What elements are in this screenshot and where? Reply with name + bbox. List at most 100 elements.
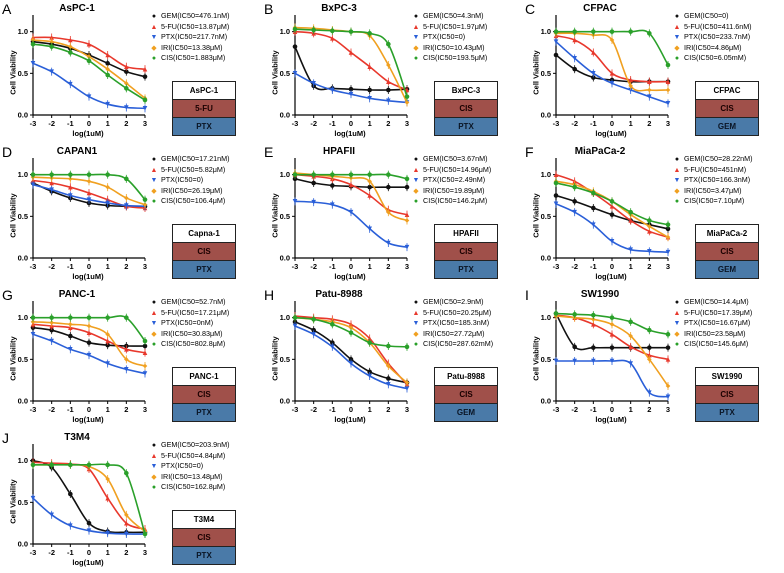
data-point (609, 358, 615, 364)
y-tick-label: 0.5 (541, 69, 551, 78)
x-tick-label: -2 (571, 262, 578, 271)
data-point (367, 87, 372, 93)
legend-label: PTX(IC50=217.7nM) (161, 32, 228, 42)
data-point (105, 172, 110, 177)
data-point (142, 343, 148, 349)
data-point (30, 315, 36, 320)
legend-entry: ◆ IRI(IC50=30.83μM) (150, 329, 258, 340)
x-tick-label: -1 (67, 548, 74, 557)
x-tick-label: -2 (310, 405, 317, 414)
data-point (404, 212, 410, 217)
data-point (68, 315, 73, 320)
data-point (30, 332, 36, 337)
legend-marker: ● (674, 299, 680, 306)
x-axis-label: log(1uM) (334, 129, 366, 138)
x-tick-label: -1 (67, 405, 74, 414)
legend-marker: ● (674, 13, 680, 20)
data-point (49, 44, 54, 49)
data-point (665, 62, 671, 68)
data-point (665, 79, 671, 84)
legend-label: GEM(IC50=4.3nM) (423, 11, 484, 20)
x-tick-label: 0 (349, 119, 353, 128)
legend-entry: ◆ IRI(IC50=4.86μM) (673, 43, 781, 54)
data-point (86, 330, 92, 335)
x-tick-label: -1 (590, 262, 597, 271)
panel-letter: A (2, 1, 12, 17)
x-tick-label: 2 (386, 262, 390, 271)
legend-entry: ● GEM(IC50=476.1nM) (150, 11, 258, 22)
data-point (330, 36, 335, 41)
legend-entry: ● CIS(IC50=193.5μM) (412, 53, 520, 64)
legend-entry: ◆ IRI(IC50=10.43μM) (412, 43, 520, 54)
cell-line-name: MiaPaCa-2 (696, 225, 758, 242)
x-tick-label: 3 (666, 119, 670, 128)
data-point (647, 87, 652, 93)
data-point (386, 240, 391, 246)
data-point (124, 347, 129, 352)
panel-letter: I (525, 287, 529, 303)
legend-label: CIS(IC50=162.8μM) (161, 482, 226, 492)
legend-marker: ◆ (151, 187, 157, 195)
data-point (665, 332, 671, 337)
data-point (30, 495, 36, 501)
legend-marker: ▼ (673, 177, 681, 185)
data-point (30, 462, 36, 468)
y-tick-label: 1.0 (541, 313, 551, 322)
data-point (572, 358, 577, 364)
data-point (330, 344, 335, 350)
data-point (572, 199, 577, 204)
data-point (124, 470, 129, 476)
data-point (68, 491, 73, 497)
data-point (404, 100, 410, 105)
data-point (30, 61, 36, 66)
data-point (124, 520, 129, 526)
data-point (86, 315, 92, 320)
legend-label: IRI(IC50=27.72μM) (423, 328, 485, 338)
panel-letter: G (2, 287, 13, 303)
legend-marker: ▲ (412, 309, 420, 317)
legend-marker: ● (151, 55, 157, 63)
x-tick-label: -2 (310, 262, 317, 271)
data-point (572, 312, 577, 317)
data-point (49, 512, 54, 518)
plot-svg: -3 -2 -1 0 1 2 3 0.0 0.5 1.0 (541, 158, 671, 271)
legend-label: 5-FU(IC50=14.96μM) (423, 164, 492, 174)
data-point (124, 69, 129, 74)
x-tick-label: -2 (571, 119, 578, 128)
legend-marker: ● (413, 198, 419, 206)
legend: ● GEM(IC50=14.4μM) ▲ 5-FU(IC50=17.39μM) ▼ PTX… (673, 297, 781, 350)
data-point (124, 512, 129, 518)
legend: ● GEM(IC50=0) ▲ 5-FU(IC50=411.6nM) ▼ PTX(IC50… (673, 11, 781, 64)
data-point (105, 200, 110, 206)
data-point (591, 312, 596, 318)
legend-marker: ▲ (673, 309, 681, 317)
data-point (572, 344, 577, 350)
cell-line-box: Patu-8988 CIS GEM (434, 367, 498, 422)
x-tick-label: -1 (67, 119, 74, 128)
data-point (142, 66, 148, 72)
x-tick-label: 0 (87, 405, 91, 414)
data-point (609, 81, 615, 86)
legend-entry: ● CIS(IC50=106.4μM) (150, 196, 258, 207)
legend-entry: ▲ 5-FU(IC50=451nM) (673, 165, 781, 176)
plot-svg: -3 -2 -1 0 1 2 3 0.0 0.5 1.0 (18, 158, 148, 271)
data-point (628, 87, 633, 93)
data-point (386, 343, 391, 349)
data-point (367, 184, 372, 190)
data-point (292, 323, 298, 329)
x-tick-label: -2 (48, 548, 55, 557)
data-point (386, 376, 391, 381)
data-point (348, 50, 354, 55)
legend-marker: ● (413, 341, 419, 349)
data-point (105, 342, 110, 348)
legend-marker: ▲ (673, 23, 681, 31)
x-tick-label: -1 (329, 262, 336, 271)
data-point (609, 332, 615, 337)
drug2-label: GEM (696, 117, 758, 135)
x-tick-label: -3 (30, 262, 37, 271)
cell-line-box: HPAFII CIS PTX (434, 224, 498, 279)
legend-entry: ▲ 5-FU(IC50=1.97μM) (412, 22, 520, 33)
legend-marker: ◆ (413, 330, 419, 338)
data-point (386, 382, 391, 387)
data-point (609, 199, 615, 204)
